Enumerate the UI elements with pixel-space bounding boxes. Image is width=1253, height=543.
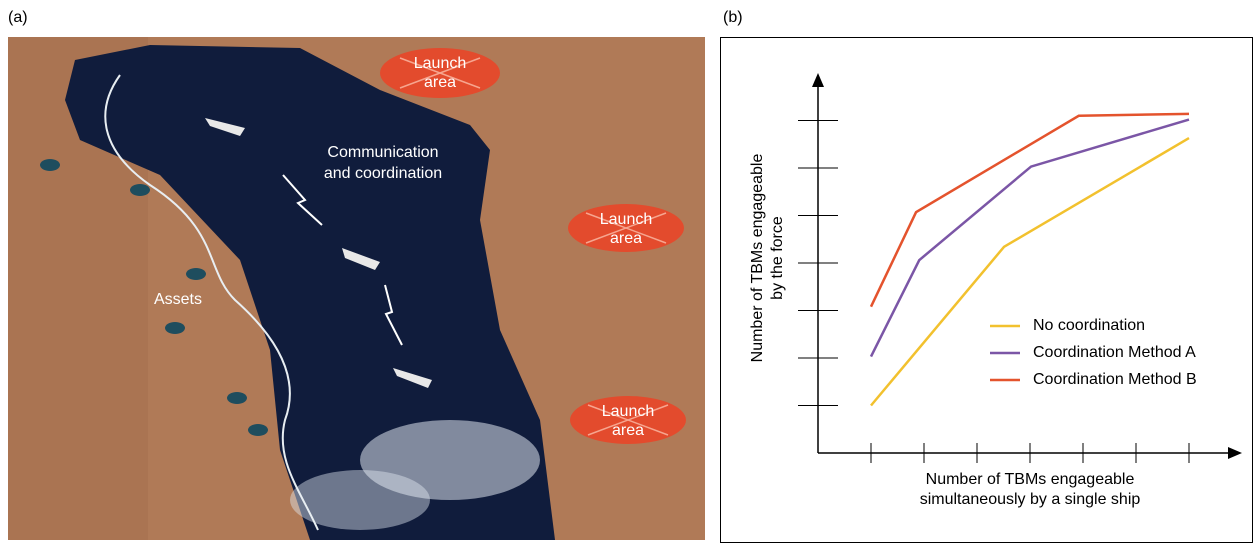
launch-label: Launch xyxy=(600,211,653,228)
satellite-image xyxy=(8,37,705,540)
launch-label: area xyxy=(424,74,456,91)
legend-label: Coordination Method A xyxy=(1033,344,1196,361)
launch-label: Launch xyxy=(414,55,467,72)
y-axis-label: by the force xyxy=(769,216,786,300)
panel-label: (b) xyxy=(723,9,743,26)
x-axis-label: simultaneously by a single ship xyxy=(920,491,1141,508)
legend-label: No coordination xyxy=(1033,317,1145,334)
panel-label: (a) xyxy=(8,9,28,26)
launch-label: area xyxy=(612,422,644,439)
clouds xyxy=(290,470,430,530)
x-axis-label: Number of TBMs engageable xyxy=(926,471,1135,488)
assets-label: Assets xyxy=(154,291,202,308)
launch-label: area xyxy=(610,230,642,247)
y-axis-label: Number of TBMs engageable xyxy=(749,154,766,363)
legend-label: Coordination Method B xyxy=(1033,371,1197,388)
comm-label: Communication xyxy=(327,144,438,161)
comm-label: and coordination xyxy=(324,165,442,182)
launch-label: Launch xyxy=(602,403,655,420)
figure: (a) xyxy=(0,0,1253,543)
